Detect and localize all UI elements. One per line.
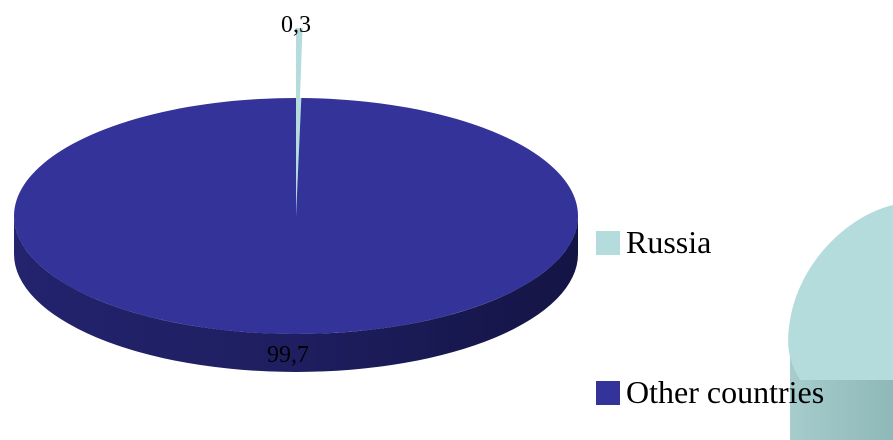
data-label-other-countries: 99,7: [267, 342, 309, 368]
legend: Russia Other countries: [596, 214, 893, 440]
pie-slice-russia-exploded: [296, 28, 303, 206]
pie-group: [13, 28, 578, 372]
legend-swatch-russia: [596, 230, 620, 255]
legend-item-other-countries: Other countries: [596, 374, 824, 411]
data-label-russia: 0,3: [281, 12, 311, 38]
legend-label-other-countries: Other countries: [626, 374, 825, 410]
pie-side-wall: [14, 216, 578, 372]
legend-label-russia: Russia: [626, 224, 712, 260]
legend-item-russia: Russia: [596, 224, 711, 261]
pie-slice-other-countries: [13, 98, 578, 335]
secondary-pie-top: [788, 205, 893, 380]
secondary-pie-fragment: [788, 205, 893, 440]
legend-swatch-other-countries: [596, 380, 620, 405]
